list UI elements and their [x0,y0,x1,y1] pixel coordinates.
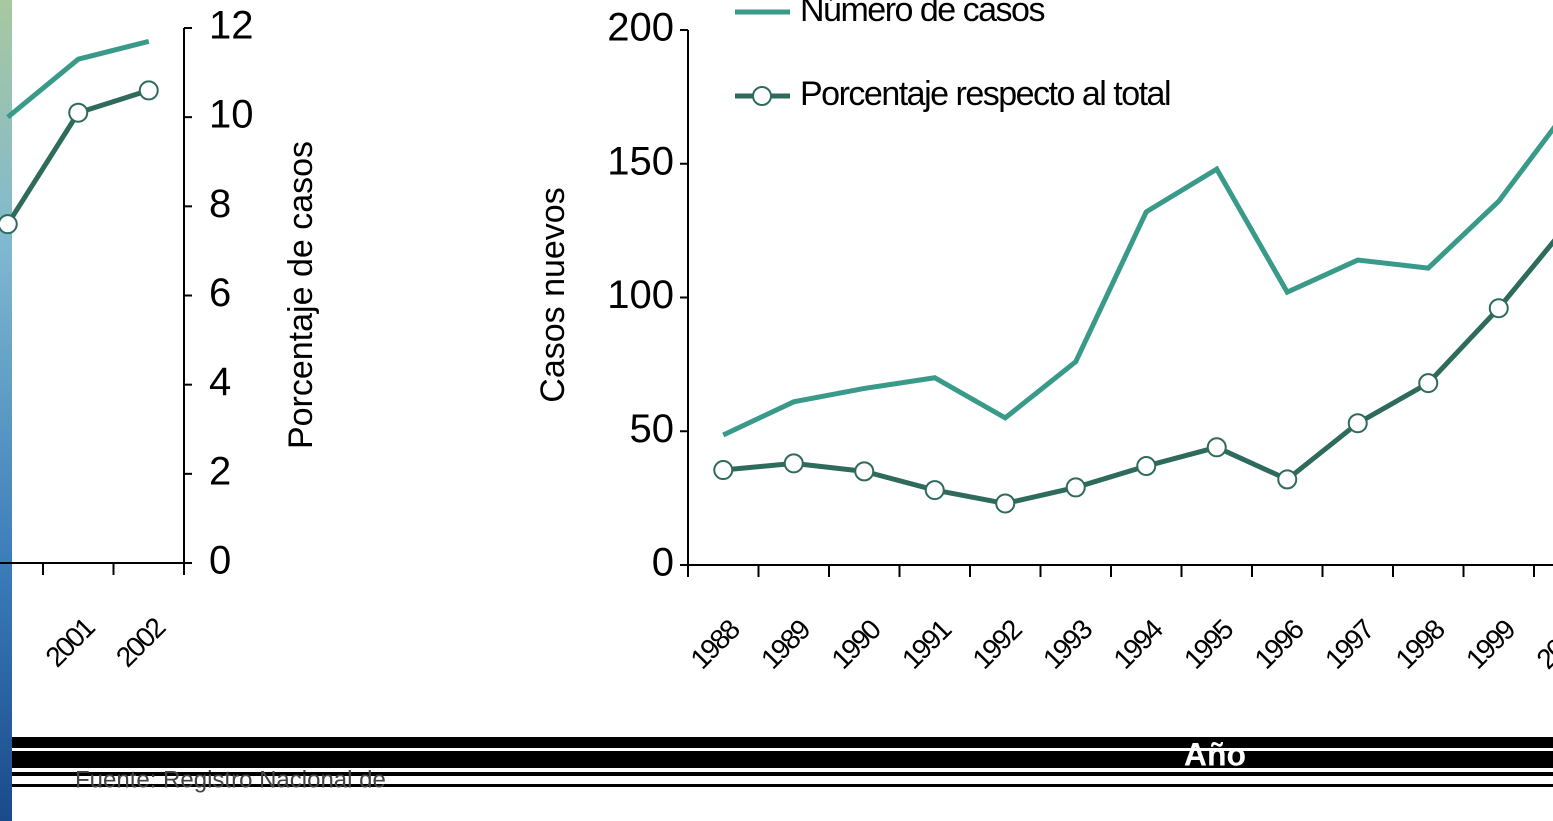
series-marker [0,214,18,235]
y-tick-label: 2 [209,449,231,493]
series-marker [995,493,1016,514]
footer-band [12,737,1553,787]
legend-marker [752,86,772,106]
x-tick-label: 1992 [966,614,1027,675]
y-tick-label: 4 [209,360,231,404]
x-tick-label: 1996 [1248,614,1309,675]
y-tick-label: 0 [652,541,674,585]
x-tick-label: 2001 [39,612,100,673]
series-marker [1488,298,1509,319]
x-tick-label: 1991 [896,614,957,675]
y-tick-label: 100 [607,273,674,317]
y-tick-label: 6 [209,271,231,315]
series-marker [713,460,734,481]
series-line [722,124,1553,438]
x-tick-label: 1993 [1037,614,1098,675]
series-marker [1347,413,1368,434]
series-marker [783,453,804,474]
y-axis-label: Porcentaje de casos [282,141,320,449]
x-tick-label: 1995 [1178,614,1239,675]
y-tick-label: 200 [607,6,674,50]
series-marker [1206,437,1227,458]
series-marker [1065,477,1086,498]
series-marker [1277,469,1298,490]
series-marker [924,480,945,501]
series-marker [138,80,159,101]
y-tick-label: 8 [209,182,231,226]
y-tick-label: 0 [209,539,231,583]
x-axis-label: Año [1184,736,1246,772]
series-line [6,38,150,120]
y-tick-label: 50 [630,407,675,451]
x-tick-label: 1990 [825,614,886,675]
x-tick-label: 1999 [1460,614,1521,675]
x-tick-label: 1989 [755,614,816,675]
x-tick-label: 1997 [1319,614,1380,675]
legend-label: Porcentaje respecto al total [800,75,1170,113]
legend-label: Número de casos [800,0,1044,29]
x-tick-label: 1994 [1107,614,1168,675]
series-marker [1418,373,1439,394]
x-tick-label: 2002 [110,612,171,673]
x-tick-label: 1998 [1389,614,1450,675]
y-tick-label: 10 [209,93,254,137]
x-tick-label: 1988 [684,614,745,675]
y-tick-label: 150 [607,139,674,183]
y-tick-label: 12 [209,4,254,48]
y-axis-label: Casos nuevos [534,187,572,402]
series-marker [68,102,89,123]
x-tick-label: 2000 [1530,614,1553,675]
series-marker [854,461,875,482]
source-note: Fuente: Registro Nacional de [75,766,386,793]
background-strip [0,0,12,821]
series-marker [1136,456,1157,477]
